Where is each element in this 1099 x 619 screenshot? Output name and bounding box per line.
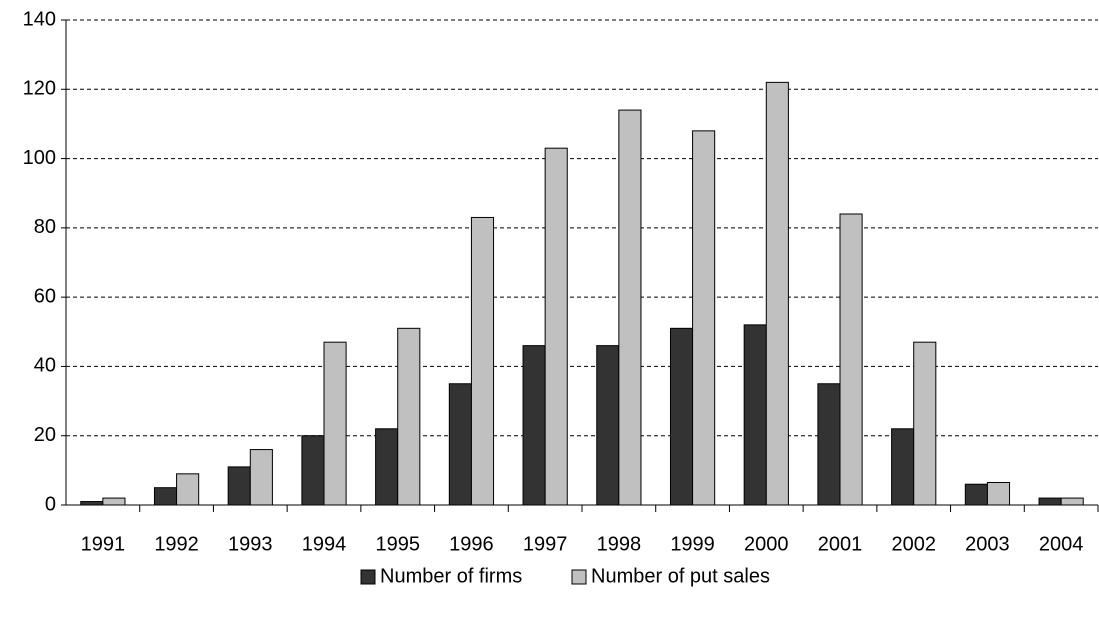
bar bbox=[448, 383, 472, 506]
legend-label: Number of firms bbox=[380, 565, 522, 587]
bar bbox=[743, 324, 767, 506]
bar bbox=[375, 428, 399, 506]
x-tick-label: 1996 bbox=[449, 533, 494, 555]
bar bbox=[669, 327, 694, 506]
bar bbox=[227, 466, 251, 506]
bar bbox=[544, 147, 568, 506]
y-tick-label: 100 bbox=[23, 147, 56, 169]
x-tick-label: 2001 bbox=[818, 533, 863, 555]
legend-label: Number of put sales bbox=[591, 565, 770, 587]
y-tick-label: 60 bbox=[34, 285, 56, 307]
bar bbox=[80, 501, 104, 506]
bar bbox=[1038, 497, 1062, 506]
x-tick-label: 1997 bbox=[523, 533, 568, 555]
bar bbox=[913, 341, 937, 506]
x-tick-label: 1999 bbox=[670, 533, 715, 555]
bar bbox=[323, 341, 347, 506]
x-tick-label: 2000 bbox=[744, 533, 789, 555]
bar bbox=[692, 130, 716, 506]
bar bbox=[1060, 497, 1084, 506]
y-tick-label: 140 bbox=[23, 8, 56, 30]
y-tick-label: 0 bbox=[45, 493, 56, 515]
bar bbox=[964, 483, 988, 506]
legend-swatch bbox=[360, 569, 376, 585]
x-tick-label: 1992 bbox=[154, 533, 199, 555]
bar bbox=[102, 497, 126, 506]
bar bbox=[301, 435, 325, 506]
bar bbox=[153, 487, 178, 506]
y-tick-label: 40 bbox=[34, 355, 56, 377]
bar bbox=[986, 481, 1011, 506]
legend-swatch bbox=[571, 569, 587, 585]
x-tick-label: 1994 bbox=[302, 533, 347, 555]
bar bbox=[176, 473, 200, 506]
bar bbox=[470, 216, 495, 506]
x-tick-label: 1993 bbox=[228, 533, 273, 555]
x-tick-label: 2004 bbox=[1039, 533, 1084, 555]
x-tick-label: 2003 bbox=[965, 533, 1010, 555]
bar bbox=[839, 213, 863, 506]
y-tick-label: 80 bbox=[34, 216, 56, 238]
x-tick-label: 2002 bbox=[891, 533, 936, 555]
x-tick-label: 1995 bbox=[375, 533, 420, 555]
bar bbox=[596, 345, 620, 506]
bar bbox=[522, 345, 546, 506]
bar bbox=[817, 383, 841, 506]
bar bbox=[249, 449, 273, 506]
bar bbox=[765, 81, 789, 506]
y-tick-label: 20 bbox=[34, 424, 56, 446]
bar bbox=[891, 428, 915, 506]
x-tick-label: 1991 bbox=[81, 533, 126, 555]
bar bbox=[618, 109, 642, 506]
x-tick-label: 1998 bbox=[597, 533, 642, 555]
bar bbox=[397, 327, 421, 506]
y-tick-label: 120 bbox=[23, 78, 56, 100]
